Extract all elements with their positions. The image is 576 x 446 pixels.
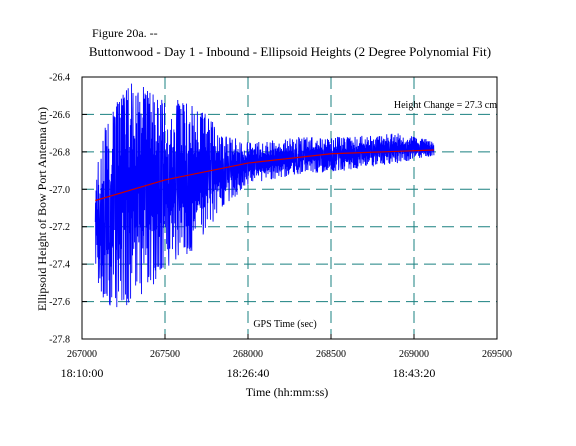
time-tick-label: 18:26:40: [227, 366, 270, 380]
y-tick-label: -26.4: [49, 73, 70, 84]
y-tick-label: -27.4: [49, 260, 70, 271]
y-tick-label: -27.2: [49, 222, 70, 233]
polynomial-fit-line: [95, 149, 434, 202]
measured-height-line: [94, 83, 435, 308]
height-change-annotation: Height Change = 27.3 cm: [394, 100, 497, 111]
gps-time-label: GPS Time (sec): [253, 319, 316, 330]
y-tick-label: -27.6: [49, 297, 70, 308]
chart-title: Buttonwood - Day 1 - Inbound - Ellipsoid…: [89, 44, 491, 59]
time-tick-label: 18:43:20: [393, 366, 436, 380]
axis-ticks: 267000 267500 268000 268500 269000 269500 -26.…: [49, 73, 512, 381]
plot-frame: [81, 76, 498, 340]
y-tick-label: -27.8: [49, 335, 70, 346]
x-tick-label: 269000: [399, 349, 429, 360]
y-axis-title: Ellipsoid Height of Bow Port Antenna (m): [35, 107, 49, 311]
x-tick-label: 269500: [482, 349, 512, 360]
x-tick-label: 268500: [316, 349, 346, 360]
y-tick-label: -26.8: [49, 147, 70, 158]
x-tick-label: 268000: [233, 349, 263, 360]
figure-label: Figure 20a. --: [92, 26, 158, 40]
time-tick-label: 18:10:00: [61, 366, 104, 380]
x-tick-label: 267500: [150, 349, 180, 360]
x-tick-label: 267000: [67, 349, 97, 360]
y-tick-label: -26.6: [49, 110, 70, 121]
x-axis-title: Time (hh:mm:ss): [246, 385, 329, 399]
y-tick-label: -27.0: [49, 185, 70, 196]
plot-series: [94, 83, 435, 308]
